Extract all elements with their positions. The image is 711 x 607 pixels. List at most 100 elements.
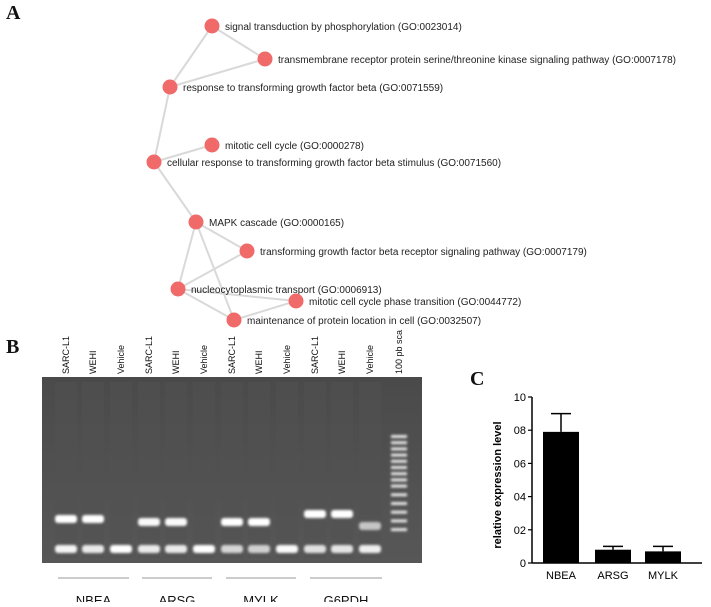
gel-group-label: NBEA bbox=[76, 593, 112, 602]
panel-label-c: C bbox=[470, 368, 485, 390]
gel-lane bbox=[304, 382, 326, 558]
gel-lane bbox=[359, 382, 381, 558]
y-tick-label: 0 bbox=[520, 558, 526, 570]
network-node-label: maintenance of protein location in cell … bbox=[247, 316, 481, 327]
panel-label-b: B bbox=[6, 336, 20, 358]
ladder-band bbox=[391, 502, 407, 505]
gel-band bbox=[248, 545, 270, 553]
gel-group-label: G6PDH bbox=[324, 593, 369, 602]
gel-band bbox=[193, 545, 215, 553]
y-axis-label: relative expression level bbox=[492, 421, 504, 548]
gel-lane-label: SARC-L1 bbox=[310, 336, 320, 374]
ladder-band bbox=[391, 493, 407, 497]
go-term-network: signal transduction by phosphorylation (… bbox=[146, 18, 676, 328]
network-edge bbox=[169, 58, 266, 88]
network-node-n6 bbox=[188, 214, 204, 230]
network-node-n9 bbox=[288, 293, 304, 309]
network-edge bbox=[153, 161, 197, 223]
y-tick-label: 02 bbox=[514, 525, 526, 537]
network-edge bbox=[195, 221, 248, 252]
y-tick-label: 10 bbox=[514, 392, 526, 404]
x-tick-label: MYLK bbox=[648, 570, 679, 582]
gel-band bbox=[248, 518, 270, 526]
gel-lane-label: WEHI bbox=[88, 351, 98, 375]
network-node-label: cellular response to transforming growth… bbox=[167, 158, 501, 169]
y-tick-label: 06 bbox=[514, 458, 526, 470]
network-node-n2 bbox=[257, 51, 273, 67]
gel-lane bbox=[82, 382, 104, 558]
expression-bar-chart: 0 02 04 06 08 10 NBEA ARSG MYLK relative expres… bbox=[492, 392, 702, 582]
gel-band bbox=[331, 545, 353, 553]
gel-lanes bbox=[55, 382, 381, 558]
gel-band bbox=[276, 545, 298, 553]
gel-lane-label: WEHI bbox=[171, 351, 181, 375]
expression-chart-panel: 0 02 04 06 08 10 NBEA ARSG MYLK relative expres… bbox=[488, 385, 711, 602]
chart-axes: 0 02 04 06 08 10 bbox=[514, 392, 702, 570]
gel-lane-label: Vehicle bbox=[282, 345, 292, 374]
gel-band bbox=[110, 545, 132, 553]
gel-lane bbox=[276, 382, 298, 558]
y-tick-label: 08 bbox=[514, 425, 526, 437]
gel-lane-label: Vehicle bbox=[199, 345, 209, 374]
chart-bars: NBEA ARSG MYLK bbox=[543, 412, 681, 582]
network-edge bbox=[177, 288, 297, 302]
gel-band bbox=[55, 545, 77, 553]
network-edge bbox=[233, 300, 297, 321]
panel-label-a: A bbox=[6, 2, 21, 24]
gel-image: SARC-L1 WEHI Vehicle SARC-L1 WEHI Vehicle SARC… bbox=[42, 323, 422, 607]
ladder-band bbox=[391, 472, 407, 476]
bar-nbea bbox=[543, 431, 579, 563]
network-edge bbox=[169, 25, 213, 88]
network-edges bbox=[153, 25, 297, 321]
network-node-n1 bbox=[204, 18, 220, 34]
gel-lane bbox=[221, 382, 243, 558]
network-edge bbox=[211, 25, 266, 60]
network-node-label: response to transforming growth factor b… bbox=[183, 83, 443, 94]
gel-band bbox=[165, 545, 187, 553]
gel-band bbox=[165, 518, 187, 526]
gel-band bbox=[221, 518, 243, 526]
network-node-label: mitotic cell cycle (GO:0000278) bbox=[225, 141, 364, 152]
network-node-n4 bbox=[204, 137, 220, 153]
network-node-label: signal transduction by phosphorylation (… bbox=[225, 22, 462, 33]
network-node-label: MAPK cascade (GO:0000165) bbox=[209, 218, 344, 229]
gel-lane-label: SARC-L1 bbox=[144, 336, 154, 374]
ladder-band bbox=[391, 459, 407, 463]
x-tick-label: ARSG bbox=[597, 570, 628, 582]
network-node-label: transmembrane receptor protein serine/th… bbox=[278, 55, 676, 66]
ladder-band bbox=[391, 441, 407, 445]
gel-band bbox=[331, 510, 353, 518]
gel-panel: SARC-L1 WEHI Vehicle SARC-L1 WEHI Vehicle SARC… bbox=[42, 323, 422, 607]
bar-mylk bbox=[645, 551, 681, 563]
gel-band bbox=[359, 522, 381, 530]
gel-lane-label: 100 pb scale bbox=[394, 330, 404, 374]
network-node-n7 bbox=[239, 243, 255, 259]
gel-lane bbox=[55, 382, 77, 558]
network-edge bbox=[177, 250, 248, 290]
ladder-band bbox=[391, 435, 407, 438]
gel-lane-labels: SARC-L1 WEHI Vehicle SARC-L1 WEHI Vehicle SARC… bbox=[61, 323, 404, 375]
y-tick-label: 04 bbox=[514, 492, 526, 504]
gel-lane bbox=[248, 382, 270, 558]
bar-arsg bbox=[595, 549, 631, 563]
gel-band bbox=[304, 545, 326, 553]
network-node-label: transforming growth factor beta receptor… bbox=[260, 247, 587, 258]
gel-lane-label: SARC-L1 bbox=[227, 336, 237, 374]
network-node-n10 bbox=[226, 312, 242, 328]
gel-group-label: MYLK bbox=[243, 593, 279, 602]
gel-group-label: ARSG bbox=[159, 593, 196, 602]
network-edge bbox=[153, 144, 213, 163]
ladder-band bbox=[391, 447, 407, 451]
gel-lane-label: Vehicle bbox=[365, 345, 375, 374]
network-edge bbox=[195, 221, 235, 321]
ladder-band bbox=[391, 466, 407, 469]
ladder-band bbox=[391, 528, 407, 532]
network-edge bbox=[177, 221, 197, 290]
ladder-band bbox=[391, 478, 407, 482]
gel-bands bbox=[55, 435, 407, 553]
gel-band bbox=[221, 545, 243, 553]
gel-band bbox=[138, 545, 160, 553]
gel-lane-label: WEHI bbox=[254, 351, 264, 375]
gel-lane-label: WEHI bbox=[337, 351, 347, 375]
gel-lane-label: SARC-L1 bbox=[61, 336, 71, 374]
